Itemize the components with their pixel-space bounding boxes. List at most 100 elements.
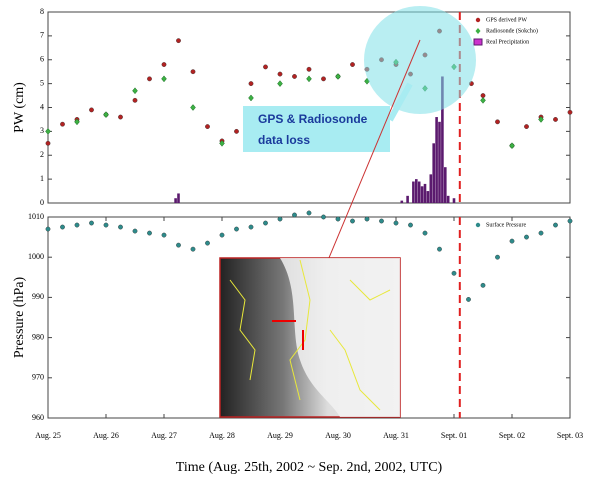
bar <box>421 186 424 203</box>
bar <box>174 198 177 203</box>
x-tick-label: Sept. 03 <box>557 431 583 440</box>
x-tick-label: Sept. 02 <box>499 431 525 440</box>
bar <box>435 117 438 203</box>
marker <box>46 128 51 134</box>
marker <box>46 227 50 231</box>
marker <box>524 124 528 128</box>
marker <box>568 219 572 223</box>
marker <box>191 105 196 111</box>
bar <box>424 184 427 203</box>
y-tick-label: 4 <box>40 102 44 111</box>
bar <box>432 143 435 203</box>
marker <box>452 271 456 275</box>
y-tick-label: 1010 <box>28 212 44 221</box>
legend-swatch <box>476 28 481 34</box>
bar <box>418 182 421 203</box>
y-tick-label: 8 <box>40 7 44 16</box>
bar <box>447 196 450 203</box>
marker <box>553 117 557 121</box>
marker <box>510 239 514 243</box>
bar <box>415 179 418 203</box>
legend-label: Real Precipitation <box>486 39 529 45</box>
bar <box>406 196 409 203</box>
marker <box>162 76 167 82</box>
marker <box>205 124 209 128</box>
bar <box>427 191 430 203</box>
y-tick-label: 1000 <box>28 252 44 261</box>
data-loss-highlight <box>364 6 476 114</box>
legend-swatch <box>474 39 482 45</box>
x-tick-label: Aug. 31 <box>383 431 409 440</box>
satellite-inset <box>220 258 400 417</box>
marker <box>307 67 311 71</box>
marker <box>118 115 122 119</box>
marker <box>568 110 572 114</box>
y-tick-label: 980 <box>32 332 44 341</box>
marker <box>278 81 283 87</box>
marker <box>133 229 137 233</box>
marker <box>510 143 515 149</box>
y-tick-label: 5 <box>40 78 44 87</box>
y-tick-label: 3 <box>40 126 44 135</box>
marker <box>249 81 253 85</box>
marker <box>307 76 312 82</box>
x-tick-label: Aug. 29 <box>267 431 293 440</box>
marker <box>495 255 499 259</box>
x-tick-label: Aug. 25 <box>35 431 61 440</box>
marker <box>553 223 557 227</box>
marker <box>336 217 340 221</box>
y-tick-label: 1 <box>40 174 44 183</box>
bar <box>401 201 404 203</box>
y-axis-label: Pressure (hPa) <box>12 277 27 359</box>
bar <box>444 167 447 203</box>
marker <box>495 120 499 124</box>
legend-swatch <box>476 223 480 227</box>
marker <box>481 283 485 287</box>
marker <box>176 38 180 42</box>
marker <box>263 221 267 225</box>
marker <box>60 122 64 126</box>
x-tick-label: Aug. 26 <box>93 431 119 440</box>
marker <box>249 225 253 229</box>
marker <box>539 231 543 235</box>
y-tick-label: 7 <box>40 31 44 40</box>
marker <box>394 221 398 225</box>
marker <box>437 247 441 251</box>
marker <box>89 108 93 112</box>
y-tick-label: 0 <box>40 198 44 207</box>
x-tick-label: Aug. 30 <box>325 431 351 440</box>
marker <box>336 73 341 79</box>
marker <box>234 129 238 133</box>
marker <box>162 233 166 237</box>
annotation-line: GPS & Radiosonde <box>258 112 368 126</box>
y-axis-label: PW (cm) <box>12 82 27 133</box>
y-tick-label: 6 <box>40 55 44 64</box>
marker <box>191 69 195 73</box>
x-tick-label: Aug. 27 <box>151 431 177 440</box>
marker <box>147 231 151 235</box>
annotation-line: data loss <box>258 133 310 147</box>
marker <box>423 231 427 235</box>
marker <box>379 219 383 223</box>
legend-label: Radiosonde (Sokcho) <box>486 27 538 34</box>
marker <box>321 77 325 81</box>
bar <box>177 193 180 203</box>
bar <box>430 174 433 203</box>
y-tick-label: 2 <box>40 150 44 159</box>
marker <box>292 213 296 217</box>
y-tick-label: 990 <box>32 292 44 301</box>
marker <box>133 98 137 102</box>
marker <box>147 77 151 81</box>
marker <box>205 241 209 245</box>
marker <box>60 225 64 229</box>
bar <box>453 198 456 203</box>
marker <box>75 223 79 227</box>
legend-label: GPS derived PW <box>486 17 527 23</box>
marker <box>481 97 486 103</box>
legend-label: Surface Pressure <box>486 221 526 228</box>
marker <box>46 141 50 145</box>
marker <box>176 243 180 247</box>
marker <box>350 62 354 66</box>
marker <box>321 215 325 219</box>
marker <box>89 221 93 225</box>
